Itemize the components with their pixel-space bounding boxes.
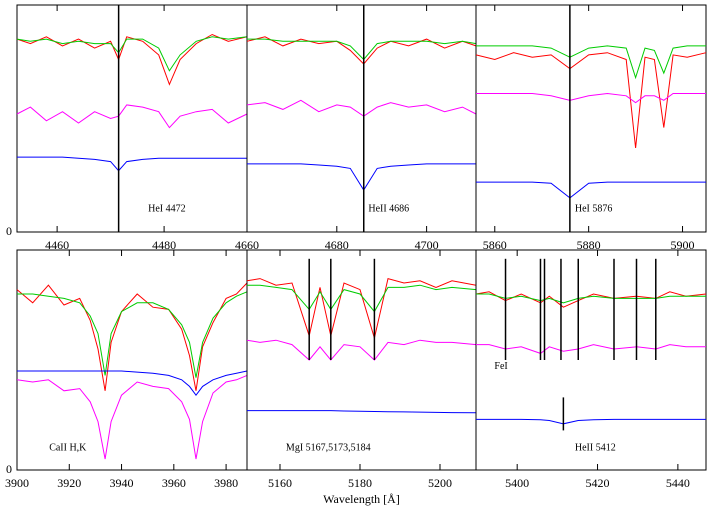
annotation: MgI 5167,5173,5184	[286, 442, 371, 453]
x-tick-label: 5440	[666, 476, 690, 490]
spectrum-line	[476, 92, 706, 104]
annotation: CaII H,K	[49, 442, 87, 453]
spectrum-line	[247, 38, 477, 61]
spectrum-line	[16, 33, 248, 86]
x-tick-label: 5420	[586, 476, 610, 490]
panel-frame	[246, 4, 477, 233]
spectrum-line	[16, 282, 248, 391]
x-tick-label: 5900	[671, 238, 695, 252]
annotation: HeII 4686	[368, 204, 409, 215]
spectrum-line	[16, 36, 248, 72]
x-tick-label: 4660	[235, 238, 259, 252]
x-tick-label: 5400	[505, 476, 529, 490]
x-tick-label: 3920	[57, 476, 81, 490]
x-tick-label: 4460	[45, 238, 69, 252]
x-tick-label: 5860	[483, 238, 507, 252]
spectrum-line	[247, 284, 477, 313]
spectrum-line	[17, 291, 248, 378]
spectrum-line	[246, 277, 477, 340]
y-tick-label: 0	[6, 224, 12, 238]
spectrum-line	[246, 99, 477, 117]
spectrum-line	[17, 156, 247, 172]
panel-frame	[475, 249, 707, 471]
panel-frame	[475, 4, 707, 233]
spectrum-line	[247, 410, 477, 414]
spectrum-line	[16, 374, 248, 460]
x-tick-label: 3960	[162, 476, 186, 490]
x-tick-label: 3980	[214, 476, 238, 490]
y-tick-label: 0	[6, 462, 12, 476]
x-axis-label: Wavelength [Å]	[323, 492, 400, 506]
spectrum-line	[247, 163, 476, 191]
spectrum-line	[476, 45, 706, 80]
spectrum-line	[476, 181, 706, 199]
x-tick-label: 3940	[110, 476, 134, 490]
panel-frame	[16, 249, 248, 471]
annotation: HeI 4472	[148, 204, 186, 215]
spectrum-line	[16, 104, 248, 129]
x-tick-label: 4480	[152, 238, 176, 252]
annotation: HeI 5876	[575, 204, 613, 215]
x-tick-label: 5200	[428, 476, 452, 490]
x-tick-label: 5180	[348, 476, 372, 490]
spectrum-line	[476, 418, 706, 425]
spectrum-line	[476, 344, 706, 354]
x-tick-label: 5880	[577, 238, 601, 252]
annotation: FeI	[494, 361, 507, 372]
x-tick-label: 5160	[268, 476, 292, 490]
x-tick-label: 4680	[325, 238, 349, 252]
spectrum-line	[475, 52, 707, 149]
spectrum-line	[475, 291, 707, 308]
annotation: HeII 5412	[575, 442, 616, 453]
spectrum-line	[246, 339, 477, 361]
x-tick-label: 3900	[5, 476, 29, 490]
spectrum-line	[17, 370, 248, 397]
x-tick-label: 4700	[415, 238, 439, 252]
panel-frame	[246, 249, 477, 471]
